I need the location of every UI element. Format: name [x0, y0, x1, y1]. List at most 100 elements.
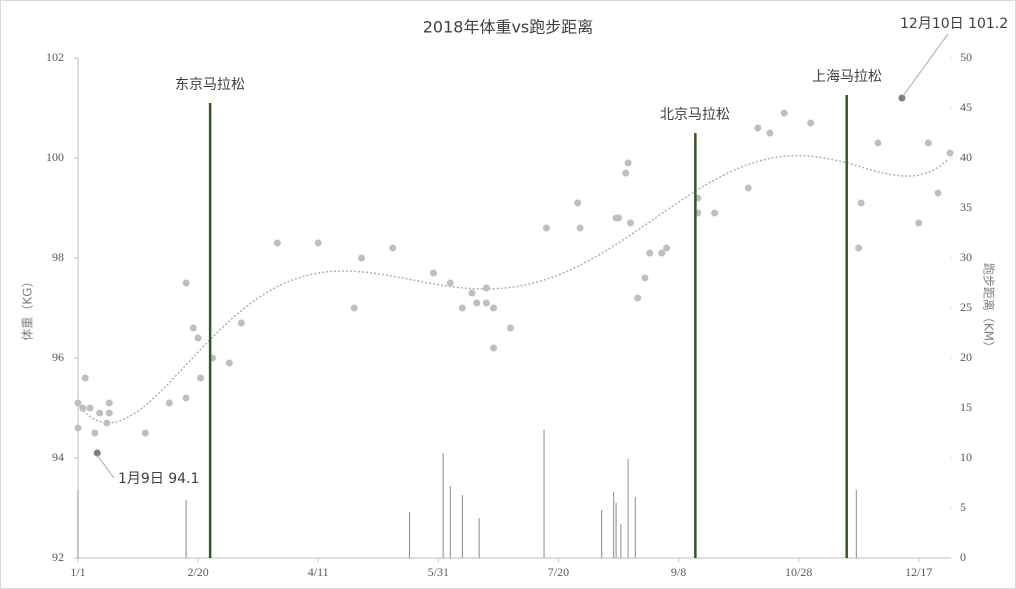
point [182, 394, 190, 402]
point [86, 404, 94, 412]
point [780, 109, 788, 117]
point [857, 199, 865, 207]
point [898, 94, 906, 102]
annotation: 北京马拉松 [660, 107, 730, 123]
annotation: 1月9日 94.1 [118, 471, 199, 487]
point [103, 419, 111, 427]
y-axis-title: 体重（KG） [21, 275, 35, 340]
bar [620, 524, 622, 558]
point [646, 249, 654, 257]
x-tick-label: 7/20 [548, 565, 569, 579]
point [658, 249, 666, 257]
bar [208, 103, 212, 558]
point [624, 159, 632, 167]
y2-tick-label: 45 [960, 100, 972, 114]
y-tick-label: 98 [52, 250, 64, 264]
point [711, 209, 719, 217]
x-tick-label: 12/17 [905, 565, 932, 579]
trendline [77, 154, 949, 424]
y2-tick-label: 10 [960, 450, 972, 464]
bar [461, 495, 463, 558]
point [189, 324, 197, 332]
point [182, 279, 190, 287]
bar [613, 492, 615, 558]
point [614, 214, 622, 222]
y-tick-label: 102 [46, 50, 64, 64]
y-tick-label: 92 [52, 550, 64, 564]
point [74, 399, 82, 407]
point [576, 224, 584, 232]
point [634, 294, 642, 302]
point [482, 299, 490, 307]
x-tick-label: 1/1 [70, 565, 85, 579]
y2-tick-label: 40 [960, 150, 972, 164]
bar [478, 518, 480, 558]
y2-tick-label: 35 [960, 200, 972, 214]
point [506, 324, 514, 332]
point [754, 124, 762, 132]
point [79, 404, 87, 412]
point [934, 189, 942, 197]
point [273, 239, 281, 247]
point [141, 429, 149, 437]
y2-tick-label: 0 [960, 550, 966, 564]
bar [409, 512, 411, 558]
point [96, 409, 104, 417]
point [641, 274, 649, 282]
point [924, 139, 932, 147]
bar [694, 133, 697, 558]
bar [449, 486, 451, 558]
point [357, 254, 365, 262]
x-tick-label: 4/11 [308, 565, 329, 579]
point [874, 139, 882, 147]
x-tick-label: 10/28 [785, 565, 812, 579]
point [542, 224, 550, 232]
y2-tick-label: 20 [960, 350, 972, 364]
annotation: 东京马拉松 [175, 77, 245, 93]
bar [442, 453, 444, 558]
y2-tick-label: 50 [960, 50, 972, 64]
y2-tick-label: 30 [960, 250, 972, 264]
point [490, 304, 498, 312]
point [225, 359, 233, 367]
point [91, 429, 99, 437]
point [574, 199, 582, 207]
point [490, 344, 498, 352]
point [105, 399, 113, 407]
bar [615, 503, 617, 558]
point [197, 374, 205, 382]
point [458, 304, 466, 312]
point [744, 184, 752, 192]
point [627, 219, 635, 227]
point [81, 374, 89, 382]
point [915, 219, 923, 227]
point [663, 244, 671, 252]
x-tick-label: 5/31 [428, 565, 449, 579]
chart-title: 2018年体重vs跑步距离 [423, 18, 594, 37]
leader-line [96, 454, 115, 479]
x-tick-label: 2/20 [187, 565, 208, 579]
point [93, 449, 101, 457]
y-tick-label: 100 [46, 150, 64, 164]
point [622, 169, 630, 177]
point [314, 239, 322, 247]
bar [845, 95, 848, 558]
point [74, 424, 82, 432]
y2-tick-label: 15 [960, 400, 972, 414]
y2-tick-label: 5 [960, 500, 966, 514]
bar [601, 510, 603, 558]
bar [77, 490, 79, 558]
bar [627, 459, 629, 558]
x-tick-label: 9/8 [671, 565, 686, 579]
point [482, 284, 490, 292]
y-tick-label: 94 [52, 450, 64, 464]
point [105, 409, 113, 417]
point [165, 399, 173, 407]
point [446, 279, 454, 287]
leader-line [902, 33, 949, 97]
y-tick-label: 96 [52, 350, 64, 364]
point [946, 149, 954, 157]
point [766, 129, 774, 137]
bar [634, 497, 636, 558]
